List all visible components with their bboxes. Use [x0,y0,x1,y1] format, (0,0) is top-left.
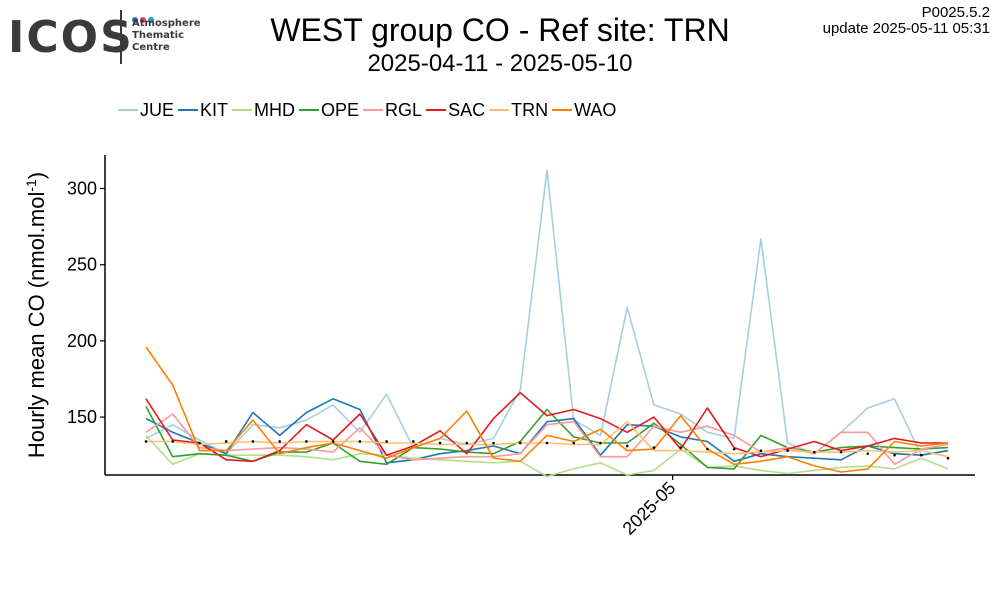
logo-dot [140,17,146,23]
legend-label: OPE [321,100,360,120]
reference-point [946,456,950,460]
legend-swatch [426,109,447,111]
y-tick-label: 200 [67,331,97,351]
legend-label: RGL [385,100,423,120]
reference-point [759,449,763,452]
legend-item-wao: WAO [552,99,616,121]
logo-subtext-line: Atmosphere [132,18,201,29]
legend-label: KIT [200,100,229,120]
reference-point [732,447,736,451]
legend-label: MHD [254,100,296,120]
legend-label: SAC [448,100,486,120]
legend-swatch [178,109,199,111]
reference-point [625,444,629,448]
legend-swatch [489,109,510,111]
chart-series-lines [145,169,949,478]
chart-reference-points [144,440,950,460]
icos-logo: ICOS Atmosphere Thematic Centre [8,8,208,68]
legend-swatch [118,109,138,111]
logo-divider [120,10,122,64]
reference-point [251,440,255,443]
series-line-wao [145,346,949,473]
reference-point [545,441,549,445]
reference-point [278,440,281,443]
logo-subtext: Atmosphere Thematic Centre [132,18,201,54]
y-axis-label-close: ) [24,172,49,179]
series-line-jue [145,169,949,457]
header-meta: P0025.5.2 update 2025-05-11 05:31 [823,5,990,37]
reference-point [224,440,228,443]
reference-point [518,441,522,445]
series-line-kit [145,397,949,464]
legend-swatch [232,109,253,111]
y-tick-label: 300 [67,179,97,199]
legend-label: WAO [574,100,617,120]
legend-item-trn: TRN [489,99,548,121]
reference-point [706,447,709,451]
reference-point [198,441,201,445]
chart-legend: JUE KIT MHD OPE RGL SAC TRN WAO [118,98,620,122]
legend-swatch [299,109,320,111]
chart-title: WEST group CO - Ref site: TRN [270,12,730,48]
logo-subtext-line: Centre [132,42,170,53]
logo-dot [148,17,154,23]
logo-dot [132,17,138,23]
reference-point [438,441,442,445]
y-tick-label: 250 [67,255,97,275]
y-axis-label: Hourly mean CO (nmol.mol-1) [23,172,49,458]
reference-point [412,440,415,443]
reference-point [919,453,923,457]
version-label: P0025.5.2 [921,4,990,21]
x-tick-label: 2025-05 [619,478,680,539]
legend-item-jue: JUE [118,99,174,121]
reference-point [893,453,896,457]
series-line-mhd [145,434,949,478]
y-axis-label-superscript: -1 [23,179,39,192]
reference-point [786,449,789,452]
logo-subtext-line: Thematic [132,30,185,41]
reference-point [679,446,682,449]
reference-point [385,440,388,443]
reference-point [465,441,469,445]
logo-dots-icon [132,10,156,23]
reference-point [305,440,308,443]
reference-point [813,450,816,454]
reference-point [839,450,843,454]
legend-item-rgl: RGL [363,99,422,121]
legend-swatch [552,109,573,111]
chart-axes: 150 200 250 300 2025-05 [67,155,975,539]
reference-point [331,440,335,443]
legend-item-kit: KIT [178,99,228,121]
y-axis-label-text: Hourly mean CO (nmol.mol [24,192,49,459]
legend-item-sac: SAC [426,99,485,121]
reference-point [866,452,870,455]
reference-point [652,446,656,449]
reference-point [572,441,576,445]
y-tick-label: 150 [67,407,97,427]
legend-swatch [363,109,384,111]
update-timestamp: update 2025-05-11 05:31 [822,20,990,37]
series-line-sac [145,391,948,463]
reference-point [492,441,495,445]
series-line-rgl [145,413,949,466]
legend-item-mhd: MHD [232,99,295,121]
reference-point [599,441,602,445]
reference-point [358,440,362,443]
legend-label: JUE [140,100,175,120]
reference-point [171,440,175,443]
legend-label: TRN [511,100,549,120]
legend-item-ope: OPE [299,99,359,121]
reference-point [144,440,148,443]
logo-wordmark: ICOS [8,12,134,63]
chart-subtitle: 2025-04-11 - 2025-05-10 [367,50,633,77]
